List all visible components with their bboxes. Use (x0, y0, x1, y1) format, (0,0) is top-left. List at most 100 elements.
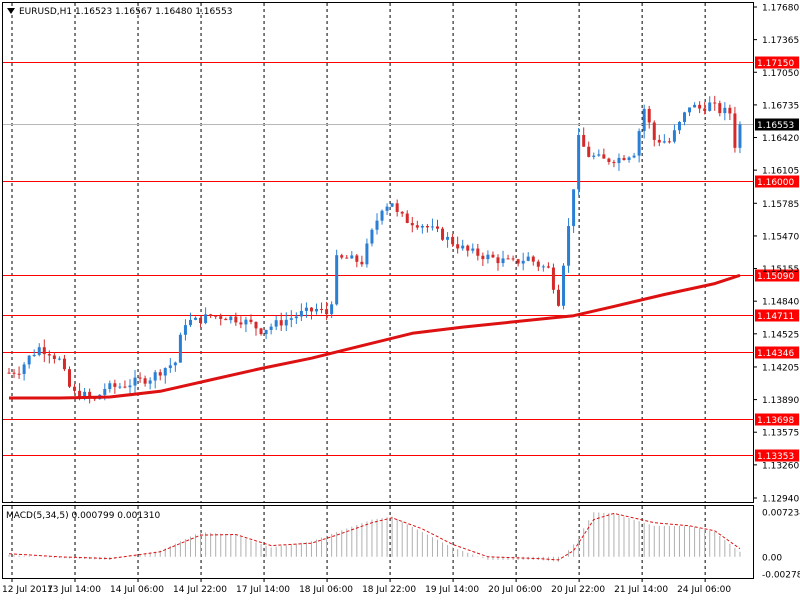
macd-title: MACD(5,34,5) 0.000799 0.001310 (6, 511, 161, 521)
level-label-box (755, 269, 799, 282)
candle-bull (37, 347, 41, 355)
price-tick-label: 1.15785 (762, 200, 799, 210)
moving-average-group (9, 273, 741, 400)
level-label: 1.14711 (757, 312, 794, 322)
candle-bear (239, 322, 243, 325)
candle-bear (320, 308, 324, 310)
candle-bull (183, 325, 187, 335)
time-tick-label: 19 Jul 14:00 (425, 585, 479, 595)
candle-bull (385, 206, 389, 211)
candle-bear (435, 226, 439, 229)
macd-axis: 0.007234 0.00 -0.00278 (762, 509, 800, 581)
candle-bull (375, 220, 379, 230)
candle-bull (294, 316, 298, 319)
current-price-box (755, 118, 799, 131)
candle-bear (158, 372, 162, 376)
price-tick-label: 1.16735 (762, 101, 799, 111)
chart-header: EURUSD,H1 1.16523 1.16567 1.16480 1.1655… (7, 7, 232, 17)
price-tick-label: 1.13260 (762, 461, 799, 471)
price-tick-label: 1.16420 (762, 134, 799, 144)
level-label-box (755, 175, 799, 188)
candle-bear (47, 354, 51, 356)
triangle-down-icon[interactable] (7, 8, 15, 14)
candle-bear (496, 257, 500, 264)
macd-pane-frame (2, 505, 754, 579)
candle-bull (567, 226, 571, 266)
candle-bull (148, 380, 152, 384)
candle-bull (723, 107, 727, 114)
candle-bull (229, 316, 233, 321)
candle-bull (390, 203, 394, 207)
candle-bull (269, 326, 273, 330)
macd-tick-label: 0.00 (762, 553, 782, 563)
time-tick-label: 20 Jul 22:00 (551, 585, 605, 595)
candle-bear (12, 372, 16, 374)
candle-bear (602, 154, 606, 159)
macd-histogram (8, 512, 741, 562)
candle-bull (693, 104, 697, 108)
price-tick-label: 1.15470 (762, 232, 799, 242)
candle-bull (637, 131, 641, 156)
candle-bull (118, 386, 122, 388)
candle-bull (173, 362, 177, 366)
time-tick-label: 18 Jul 06:00 (299, 585, 353, 595)
candle-bull (284, 319, 288, 326)
candle-bull (526, 256, 530, 261)
candle-bull (153, 372, 157, 381)
candle-bull (446, 236, 450, 240)
price-tick-label: 1.15155 (762, 265, 799, 275)
candle-bull (103, 389, 107, 395)
candle-bull (27, 355, 31, 365)
time-tick-label: 12 Jul 2017 (2, 585, 53, 595)
horizontal-levels: 1.17150 1.16000 1.15090 1.14711 1.14346 1.136… (3, 56, 799, 462)
candle-bear (531, 256, 535, 262)
macd-tick-label: 0.007234 (762, 509, 800, 519)
macd-signal-line (8, 512, 741, 561)
candle-bull (289, 318, 293, 320)
candle-bull (188, 319, 192, 326)
candle-bull (572, 189, 576, 227)
level-label: 1.14346 (757, 349, 794, 359)
candle-bull (577, 134, 581, 190)
candle-bull (108, 383, 112, 390)
candle-bear (415, 225, 419, 228)
candle-bull (365, 243, 369, 265)
candle-bear (551, 267, 555, 290)
candle-bear (728, 107, 732, 114)
candle-bear (17, 373, 21, 375)
candle-bear (582, 134, 586, 147)
price-tick-label: 1.17050 (762, 69, 799, 79)
level-label-box (755, 309, 799, 322)
level-label: 1.15090 (757, 272, 794, 282)
candle-bear (476, 248, 480, 256)
candle-bull (617, 157, 621, 164)
candle-bear (309, 307, 313, 312)
candle-bull (335, 255, 339, 305)
candle-bull (380, 210, 384, 221)
candle-bull (330, 304, 334, 315)
candle-bull (163, 368, 167, 376)
candle-bear (657, 139, 661, 143)
candle-bull (430, 226, 434, 228)
candle-bull (632, 155, 636, 158)
level-label: 1.16000 (757, 178, 794, 188)
candle-bull (708, 102, 712, 111)
candle-bull (683, 112, 687, 122)
candle-bull (194, 317, 198, 320)
candle-bear (491, 254, 495, 258)
candle-bear (405, 213, 409, 223)
candle-bear (425, 225, 429, 228)
candle-bear (556, 289, 560, 306)
candle-bear (506, 258, 510, 260)
candle-bear (214, 315, 218, 317)
candle-bear (234, 316, 238, 323)
candle-bear (516, 259, 520, 264)
macd-signal-group (8, 512, 741, 561)
candle-bear (733, 113, 737, 148)
candle-bull (420, 225, 424, 228)
current-price-label: 1.16553 (757, 121, 794, 131)
price-tick-label: 1.17365 (762, 36, 799, 46)
price-axis: 1.17680 1.17365 1.17050 1.16735 1.16420 1.161… (753, 4, 799, 505)
